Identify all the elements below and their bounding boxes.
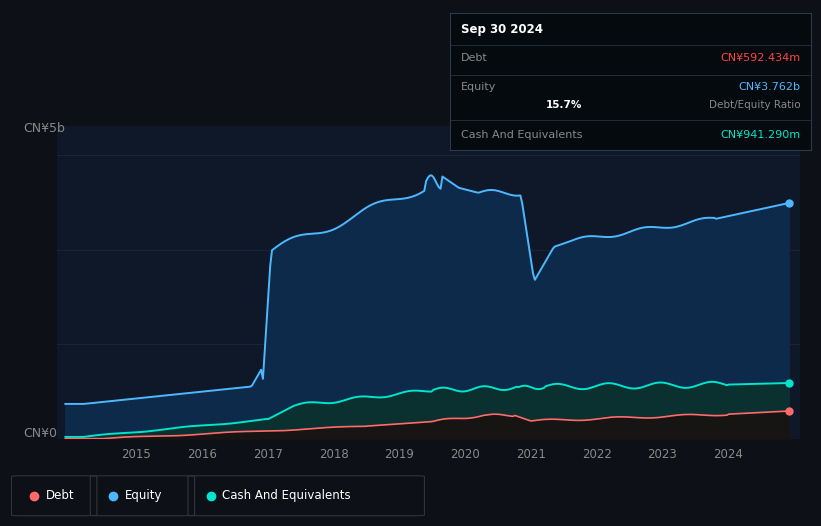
- Text: Debt/Equity Ratio: Debt/Equity Ratio: [709, 100, 800, 110]
- Text: 15.7%: 15.7%: [545, 100, 582, 110]
- Text: CN¥3.762b: CN¥3.762b: [738, 82, 800, 92]
- Text: Cash And Equivalents: Cash And Equivalents: [222, 489, 351, 502]
- Text: Debt: Debt: [461, 53, 488, 63]
- Text: Cash And Equivalents: Cash And Equivalents: [461, 130, 582, 140]
- Text: Debt: Debt: [46, 489, 75, 502]
- Text: CN¥5b: CN¥5b: [23, 123, 65, 135]
- Text: CN¥0: CN¥0: [23, 428, 57, 440]
- Text: Equity: Equity: [461, 82, 496, 92]
- Text: Sep 30 2024: Sep 30 2024: [461, 23, 543, 36]
- Text: CN¥592.434m: CN¥592.434m: [720, 53, 800, 63]
- Text: CN¥941.290m: CN¥941.290m: [720, 130, 800, 140]
- Text: Equity: Equity: [125, 489, 163, 502]
